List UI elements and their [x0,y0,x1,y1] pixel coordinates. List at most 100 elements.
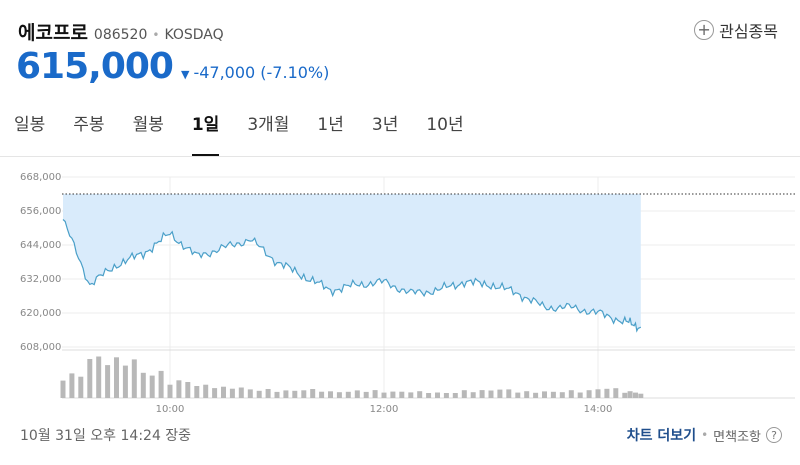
volume-bar [559,392,565,398]
volume-bar [638,393,644,398]
volume-bar [533,392,539,398]
volume-bar [87,359,93,398]
volume-bar [69,373,75,398]
chart-more-link[interactable]: 차트 더보기 [626,428,697,444]
volume-bar [622,392,628,398]
price-area [63,194,641,331]
volume-bar [105,365,111,398]
volume-bar [247,389,253,398]
current-price: 615,000 [16,46,174,87]
volume-bar [470,392,476,398]
y-tick-label: 644,000 [20,240,61,251]
volume-bar [336,392,342,398]
volume-bar [140,372,146,398]
volume-bar [443,393,449,398]
volume-bar [310,389,316,398]
volume-bar [176,380,182,398]
market-label: KOSDAQ [164,27,224,43]
volume-bar [265,389,271,398]
tabs-divider [0,156,800,157]
question-circle-icon[interactable]: ? [766,427,782,443]
footer-links: 차트 더보기 • 면책조항 ? [627,425,782,445]
period-tabs: 일봉 주봉 월봉 1일 3개월 1년 3년 10년 [0,112,478,156]
tab-1day[interactable]: 1일 [178,112,233,156]
favorite-label: 관심종목 [719,22,778,41]
stock-code: 086520 [93,27,148,43]
volume-bar [417,391,423,398]
volume-bar [390,391,396,398]
volume-bar [301,390,307,398]
x-axis-labels: 10:00 12:00 14:00 [156,404,613,415]
volume-bar [408,392,414,398]
tab-10years[interactable]: 10년 [426,115,464,135]
tab-3years[interactable]: 3년 [371,115,399,135]
volume-bar [550,391,556,398]
volume-bar [381,392,387,398]
tab-daily[interactable]: 일봉 [14,115,46,135]
volume-bar [399,391,405,398]
volume-bar [479,390,485,398]
volume-bar [60,380,66,398]
volume-bar [274,391,280,398]
y-tick-label: 620,000 [20,308,61,319]
volume-bar [122,365,128,398]
volume-bar [363,391,369,398]
volume-bar [203,384,209,398]
x-tick-label: 10:00 [156,404,185,415]
volume-bar [515,392,521,398]
volume-bar [131,359,137,398]
volume-bar [292,390,298,398]
volume-bar [488,390,494,398]
volume-bar [613,388,619,398]
volume-bar [506,389,512,398]
y-tick-label: 632,000 [20,274,61,285]
volume-bars [60,356,644,398]
volume-bar [426,393,432,398]
volume-bar [435,392,440,398]
volume-bar [586,390,592,398]
price-change: -47,000 (-7.10%) [193,63,330,82]
volume-bar [568,390,574,398]
volume-bar [185,382,191,398]
volume-bar [238,387,244,398]
volume-bar [577,392,583,398]
volume-bar [328,391,333,398]
price-row: 615,000 ▼ -47,000 (-7.10%) [16,46,329,87]
volume-bar [345,391,351,398]
volume-bar [114,357,119,398]
disclaimer-link[interactable]: 면책조항 [713,429,761,445]
volume-bar [627,391,633,398]
volume-bar [283,390,289,398]
volume-bar [497,389,503,398]
y-tick-label: 668,000 [20,172,61,183]
volume-bar [221,386,226,398]
volume-bar [78,376,84,398]
volume-bar [149,375,155,398]
volume-bar [229,388,235,398]
volume-bar [542,391,547,398]
volume-bar [354,390,360,398]
tab-1year[interactable]: 1년 [317,115,344,135]
tab-3months[interactable]: 3개월 [247,115,290,135]
add-favorite-button[interactable]: + 관심종목 [694,18,778,42]
plus-circle-icon: + [694,20,715,40]
separator-dot: • [701,428,709,442]
volume-bar [461,390,467,398]
volume-bar [167,384,173,398]
chart-grid [62,176,795,399]
tab-weekly[interactable]: 주봉 [73,115,105,135]
volume-bar [319,391,325,398]
stock-name: 에코프로 [18,22,88,44]
volume-bar [194,386,200,398]
x-tick-label: 12:00 [370,404,399,415]
volume-bar [604,388,610,398]
x-tick-label: 14:00 [584,404,613,415]
volume-bar [595,389,601,398]
volume-bar [452,393,458,398]
volume-bar [633,392,638,398]
tab-monthly[interactable]: 월봉 [132,115,164,135]
y-axis-labels: 668,000 656,000 644,000 632,000 620,000 608,0… [20,172,61,353]
stock-header: 에코프로 086520 • KOSDAQ [18,18,224,45]
intraday-chart[interactable]: 668,000 656,000 644,000 632,000 620,000 608,0… [0,157,800,419]
price-line [62,219,642,333]
